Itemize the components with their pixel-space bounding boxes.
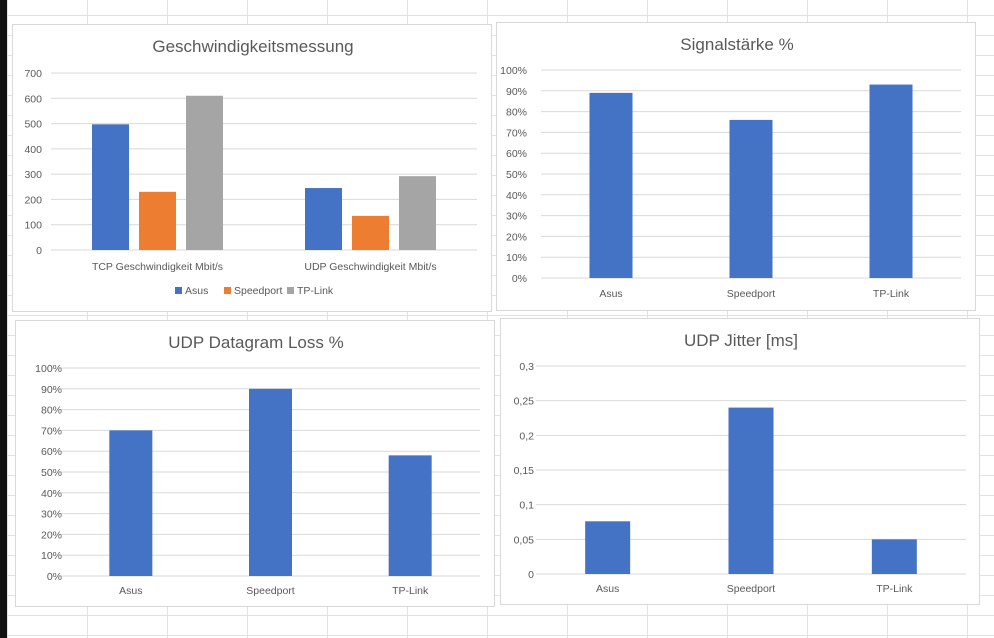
y-tick-label: 100%	[500, 65, 527, 77]
chart-title: UDP Datagram Loss %	[168, 333, 343, 352]
chart-udp-jitter[interactable]: UDP Jitter [ms] 0 0,05 0,1 0,15 0,2 0,25 0,3 Asu…	[500, 318, 980, 605]
y-tick-label: 0,1	[519, 500, 534, 512]
y-tick-label: 50%	[506, 169, 527, 181]
y-tick-label: 100%	[35, 363, 62, 375]
bar-tplink	[399, 176, 436, 250]
x-category-label: Asus	[599, 288, 622, 300]
bar-speedport	[139, 191, 176, 250]
bar-udpjitter	[871, 539, 917, 574]
chart-title: Signalstärke %	[680, 35, 793, 54]
chart-svg: Geschwindigkeitsmessung 0 100 200 300 400 500 6…	[24, 37, 477, 297]
y-tick-label: 0,3	[519, 361, 534, 373]
bar-speedport	[352, 215, 389, 250]
y-tick-label: 100	[24, 220, 42, 232]
x-category-label: TP-Link	[873, 288, 910, 300]
y-tick-label: 600	[24, 93, 42, 105]
legend-label: TP-Link	[297, 285, 334, 297]
y-tick-label: 20%	[506, 231, 527, 243]
x-category-label: Asus	[119, 585, 142, 597]
x-category-label: Speedport	[727, 583, 776, 595]
x-category-label: TP-Link	[876, 583, 913, 595]
legend-label: Speedport	[234, 285, 283, 297]
bar-udpjitter	[728, 407, 774, 574]
x-category-label: TP-Link	[392, 585, 429, 597]
x-category-label: Speedport	[246, 585, 295, 597]
legend-swatch	[287, 287, 294, 294]
y-tick-label: 0%	[512, 273, 527, 285]
y-tick-label: 0,05	[514, 534, 535, 546]
y-tick-label: 0,15	[514, 465, 535, 477]
y-tick-label: 50%	[41, 467, 62, 479]
y-tick-label: 300	[24, 169, 42, 181]
y-tick-label: 700	[24, 68, 42, 80]
legend-swatch	[224, 287, 231, 294]
y-tick-label: 0	[36, 245, 42, 257]
y-tick-label: 90%	[506, 86, 527, 98]
y-tick-label: 30%	[41, 509, 62, 521]
bar-signalstrke	[869, 84, 913, 278]
bar-asus	[92, 124, 129, 250]
y-tick-label: 0,2	[519, 430, 534, 442]
y-tick-label: 60%	[506, 148, 527, 160]
bar-signalstrke	[589, 92, 633, 278]
y-tick-label: 500	[24, 119, 42, 131]
y-tick-label: 70%	[506, 127, 527, 139]
legend-label: Asus	[185, 285, 208, 297]
chart-svg: UDP Jitter [ms] 0 0,05 0,1 0,15 0,2 0,25 0,3 Asu…	[514, 331, 966, 595]
y-tick-label: 0%	[47, 571, 62, 583]
x-category-label: Speedport	[727, 288, 776, 300]
chart-svg: Signalstärke % 0% 10% 20% 30% 40% 50% 60% 70% 80%…	[500, 35, 961, 300]
y-tick-label: 80%	[506, 107, 527, 119]
y-tick-label: 30%	[506, 211, 527, 223]
bar-signalstrke	[729, 119, 773, 278]
y-tick-label: 40%	[41, 488, 62, 500]
row-header-strip	[0, 0, 7, 638]
y-tick-label: 70%	[41, 425, 62, 437]
bar-udpdatagramloss	[249, 388, 292, 576]
y-tick-label: 40%	[506, 190, 527, 202]
y-tick-label: 10%	[41, 550, 62, 562]
bar-udpjitter	[585, 521, 631, 574]
x-category-label: UDP Geschwindigkeit Mbit/s	[304, 261, 436, 273]
x-category-label: Asus	[596, 583, 619, 595]
y-tick-label: 200	[24, 194, 42, 206]
y-tick-label: 80%	[41, 405, 62, 417]
bar-udpdatagramloss	[109, 430, 153, 576]
chart-udp-datagram-loss[interactable]: UDP Datagram Loss % 0% 10% 20% 30% 40% 50% 60% 7…	[15, 320, 495, 607]
y-tick-label: 10%	[506, 252, 527, 264]
chart-svg: UDP Datagram Loss % 0% 10% 20% 30% 40% 50% 60% 7…	[35, 333, 480, 597]
y-tick-label: 60%	[41, 446, 62, 458]
chart-geschwindigkeitsmessung[interactable]: Geschwindigkeitsmessung 0 100 200 300 400 500 6…	[12, 24, 492, 312]
bar-asus	[305, 188, 342, 250]
y-tick-label: 90%	[41, 384, 62, 396]
y-tick-label: 20%	[41, 529, 62, 541]
bar-tplink	[186, 95, 223, 250]
bar-udpdatagramloss	[388, 455, 432, 576]
y-tick-label: 400	[24, 144, 42, 156]
legend-swatch	[175, 287, 182, 294]
y-tick-label: 0	[528, 569, 534, 581]
y-tick-label: 0,25	[514, 396, 535, 408]
x-category-label: TCP Geschwindigkeit Mbit/s	[92, 261, 223, 273]
chart-signalstaerke[interactable]: Signalstärke % 0% 10% 20% 30% 40% 50% 60% 70% 80%…	[496, 22, 976, 311]
chart-title: Geschwindigkeitsmessung	[152, 37, 353, 56]
chart-title: UDP Jitter [ms]	[684, 331, 798, 350]
